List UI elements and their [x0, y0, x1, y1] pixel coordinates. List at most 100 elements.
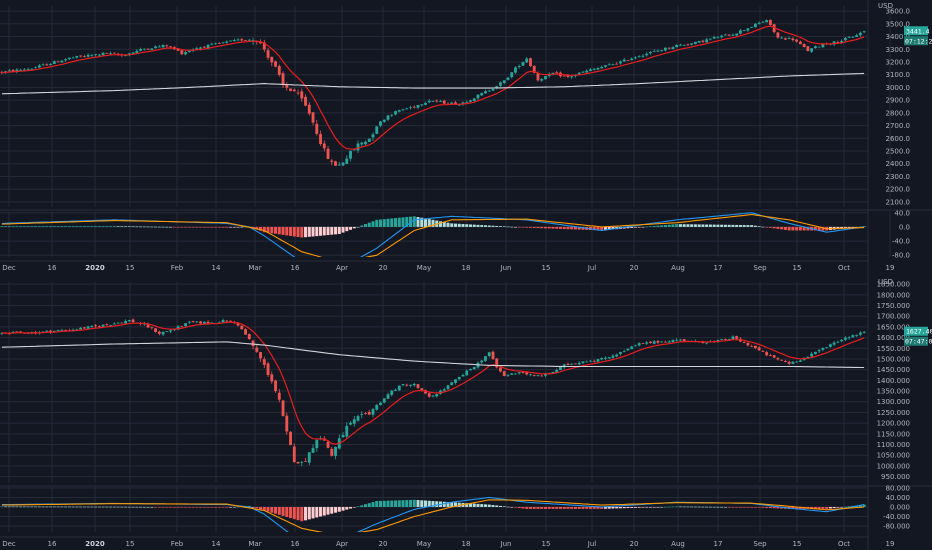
panel-1-candle-body: [424, 102, 427, 105]
panel-1-candle-body: [858, 32, 862, 36]
panel-2-x-tick-label: 16: [48, 540, 57, 548]
panel-1-macd-histogram-bar: [768, 226, 772, 228]
panel-2-candle-body: [206, 321, 210, 324]
panel-2-macd-histogram-bar: [11, 506, 15, 508]
panel-1-macd-histogram-bar: [596, 226, 600, 231]
panel-2-candle-body: [540, 375, 544, 377]
panel-2-candle-body: [559, 366, 562, 371]
panel-2-macd-histogram-bar: [214, 506, 218, 508]
panel-1-x-tick-label: 15: [542, 264, 551, 272]
panel-2-x-tick-label: Jun: [500, 540, 512, 548]
panel-2-candle-body: [682, 339, 686, 342]
panel-1-macd-histogram-bar: [311, 226, 315, 237]
panel-2-macd-histogram-bar: [453, 502, 457, 507]
panel-2-macd-histogram-bar: [633, 506, 637, 508]
panel-2-x-tick-label: 14: [212, 540, 221, 548]
panel-2-macd-histogram-bar: [292, 506, 296, 520]
panel-2-candle-body: [517, 372, 521, 374]
panel-1-candle-body: [75, 56, 79, 58]
panel-2-macd-histogram-bar: [146, 506, 150, 508]
panel-1-macd-histogram-bar: [45, 226, 49, 227]
panel-1-macd-histogram-bar: [712, 224, 716, 227]
panel-2-candle-body: [641, 342, 645, 344]
panel-1-x-tick-label: Jul: [587, 264, 597, 272]
panel-1-macd-histogram-bar: [232, 226, 236, 228]
panel-2-macd-histogram-bar: [0, 506, 4, 508]
panel-1-macd-histogram-bar: [139, 226, 143, 228]
panel-2-candle-body: [124, 320, 128, 324]
panel-2-macd-histogram-bar: [566, 506, 570, 509]
panel-1-candle-body: [105, 52, 109, 54]
panel-2-macd-histogram-bar: [270, 506, 274, 513]
panel-2-macd-histogram-bar: [4, 506, 8, 508]
panel-2-candle-body: [251, 340, 255, 347]
panel-1-macd-histogram-bar: [656, 225, 660, 227]
panel-1-candle-body: [352, 149, 356, 151]
panel-1-y-tick-label: 3500.0: [886, 20, 911, 28]
panel-2-candle-body: [649, 341, 652, 344]
panel-1-candle-body: [484, 91, 487, 94]
panel-1-candle-body: [337, 164, 341, 166]
panel-1-candle-body: [101, 52, 105, 55]
panel-1-macd-histogram-bar: [352, 226, 356, 229]
panel-2-macd-histogram-bar: [716, 506, 720, 508]
panel-2-candle-body: [244, 329, 247, 335]
panel-2-macd-histogram-bar: [596, 506, 600, 509]
panel-2-candle-body: [19, 331, 23, 333]
panel-1-candle-body: [727, 34, 731, 36]
panel-2-candle-body: [409, 384, 412, 386]
panel-1-macd-histogram-bar: [461, 224, 465, 227]
panel-2-x-tick-label: Dec: [2, 540, 16, 548]
panel-2-macd-histogram-bar: [562, 506, 566, 509]
panel-2-macd-histogram-bar: [723, 506, 727, 508]
panel-2-macd-histogram-bar: [341, 506, 345, 511]
panel-1-candle-body: [577, 72, 581, 75]
panel-1-macd-histogram-bar: [705, 224, 709, 227]
panel-2-candle-body: [420, 388, 424, 391]
panel-2-candle-body: [142, 323, 146, 325]
panel-2-candle-body: [184, 323, 187, 327]
panel-1-candle-body: [435, 100, 439, 102]
panel-2-candle-body: [847, 337, 851, 339]
panel-2-x-tick-label: Apr: [336, 540, 348, 548]
panel-1-candle-body: [615, 63, 619, 65]
panel-2-macd-histogram-bar: [570, 506, 574, 509]
panel-2-y-tick-label: 1500.000: [877, 355, 910, 363]
panel-1-macd-histogram-bar: [498, 226, 502, 227]
panel-1-macd-histogram-bar: [600, 226, 604, 231]
panel-1-candle-body: [619, 61, 622, 64]
panel-1-macd-histogram-bar: [120, 226, 124, 227]
panel-2-macd-histogram-bar: [184, 506, 188, 508]
panel-2-macd-histogram-bar: [472, 503, 476, 507]
panel-1-macd-histogram-bar: [648, 226, 652, 227]
panel-1-candle-body: [637, 56, 641, 58]
panel-2-candle-body: [401, 384, 405, 386]
panel-2-candle-body: [187, 321, 191, 323]
panel-1-x-tick-label: 15: [793, 264, 802, 272]
panel-1-candle-body: [401, 109, 405, 111]
panel-2-macd-histogram-bar: [172, 506, 176, 508]
panel-1-candle-body: [135, 50, 139, 53]
panel-1-macd-histogram-bar: [259, 226, 263, 231]
panel-2-macd-histogram-bar: [157, 506, 161, 508]
panel-2-macd-histogram-bar: [817, 506, 821, 509]
panel-1-candle-body: [544, 76, 547, 80]
panel-2-candle-body: [570, 363, 574, 365]
panel-2-macd-histogram-bar: [442, 501, 446, 507]
panel-1-candle-body: [41, 64, 45, 66]
panel-1-y-tick-label: 2300.0: [886, 173, 911, 181]
panel-2-candle-body: [90, 325, 94, 328]
panel-1-macd-histogram-bar: [607, 226, 611, 230]
panel-1-macd-histogram-bar: [750, 225, 754, 227]
panel-1-macd-histogram-bar: [532, 226, 536, 228]
panel-2-macd-histogram-bar: [798, 506, 802, 509]
panel-1-countdown-tag: [904, 36, 928, 46]
panel-2-macd-histogram-bar: [195, 506, 199, 508]
panel-2-candle-body: [851, 335, 855, 338]
panel-1-x-tick-label: Oct: [838, 264, 850, 272]
panel-2-macd-histogram-bar: [615, 506, 619, 509]
panel-1-macd-histogram-bar: [131, 226, 135, 228]
panel-1-candle-body: [480, 93, 484, 96]
panel-1-candle-body: [660, 50, 664, 51]
